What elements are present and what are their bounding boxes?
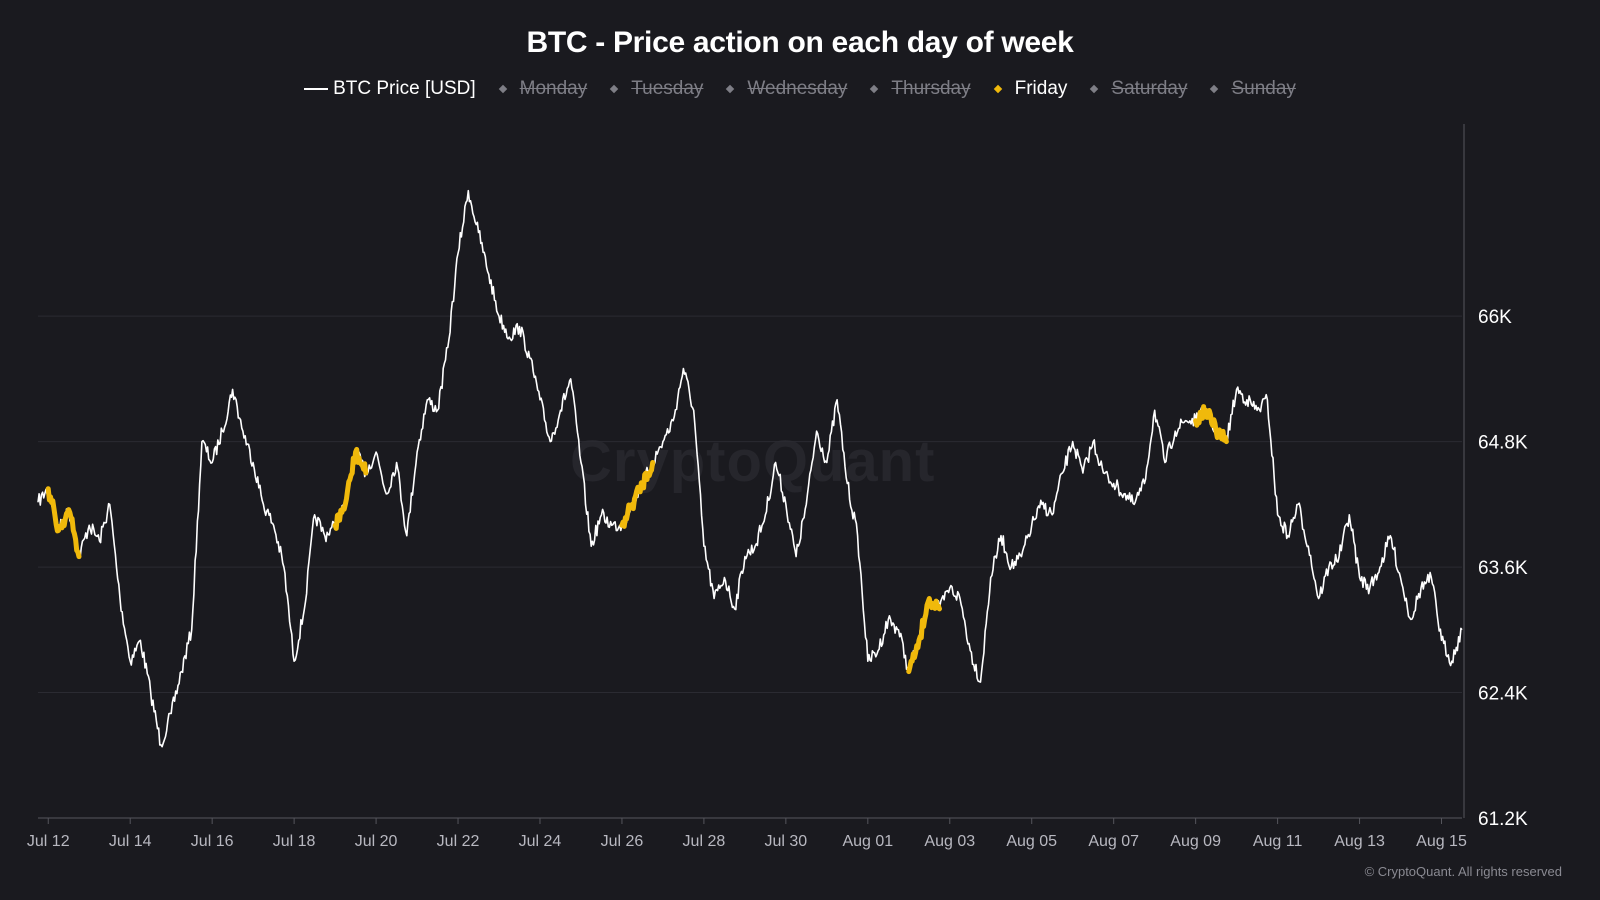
x-tick-label: Aug 03 [924,833,975,850]
line-marker-icon [304,88,329,90]
legend-label: Saturday [1111,78,1188,99]
copyright-notice: © CryptoQuant. All rights reserved [1364,864,1562,879]
legend-item-tuesday[interactable]: Tuesday [609,78,704,100]
legend-label: Sunday [1231,78,1296,99]
y-tick-label: 63.6K [1478,558,1528,579]
series-line-friday [332,446,369,531]
legend-label: Thursday [891,78,971,99]
y-tick-label: 62.4K [1478,684,1528,705]
y-tick-label: 61.2K [1478,809,1528,830]
legend: BTC Price [USD] Monday Tuesday Wednesday… [0,78,1600,100]
x-tick-label: Aug 09 [1170,833,1221,850]
legend-item-wednesday[interactable]: Wednesday [726,78,848,100]
x-tick-label: Aug 15 [1416,833,1467,850]
x-tick-label: Aug 01 [842,833,893,850]
y-tick-label: 64.8K [1478,433,1528,454]
x-tick-label: Jul 26 [601,833,644,850]
legend-label: Wednesday [747,78,848,99]
legend-label: Friday [1014,78,1068,99]
x-tick-label: Jul 28 [683,833,726,850]
series-line-friday [45,486,82,560]
chart-title: BTC - Price action on each day of week [526,26,1074,59]
series-line-friday [1193,404,1229,445]
x-tick-label: Jul 24 [519,833,562,850]
legend-label: Tuesday [631,78,704,99]
x-tick-label: Aug 11 [1253,833,1303,850]
x-tick-label: Aug 07 [1088,833,1139,850]
x-tick-label: Jul 30 [765,833,808,850]
x-tick-label: Aug 13 [1334,833,1385,850]
x-tick-label: Aug 05 [1006,833,1057,850]
legend-item-saturday[interactable]: Saturday [1090,78,1188,100]
x-tick-label: Jul 20 [355,833,398,850]
legend-item-btc-price[interactable]: BTC Price [USD] [304,78,476,100]
legend-label: BTC Price [USD] [333,78,476,99]
legend-item-sunday[interactable]: Sunday [1210,78,1296,100]
legend-label: Monday [519,78,588,99]
series-line-friday [619,460,656,529]
x-tick-label: Jul 14 [109,833,152,850]
x-tick-label: Jul 18 [273,833,316,850]
x-tick-label: Jul 22 [437,833,480,850]
legend-item-friday[interactable]: Friday [993,78,1068,100]
watermark: CryptoQuant [570,429,936,494]
y-tick-label: 66K [1478,307,1512,328]
legend-item-monday[interactable]: Monday [498,78,588,100]
legend-item-thursday[interactable]: Thursday [870,78,971,100]
series-line-friday [906,596,942,675]
series-line-btc-price [37,189,1463,748]
x-tick-label: Jul 16 [191,833,234,850]
x-tick-label: Jul 12 [27,833,70,850]
